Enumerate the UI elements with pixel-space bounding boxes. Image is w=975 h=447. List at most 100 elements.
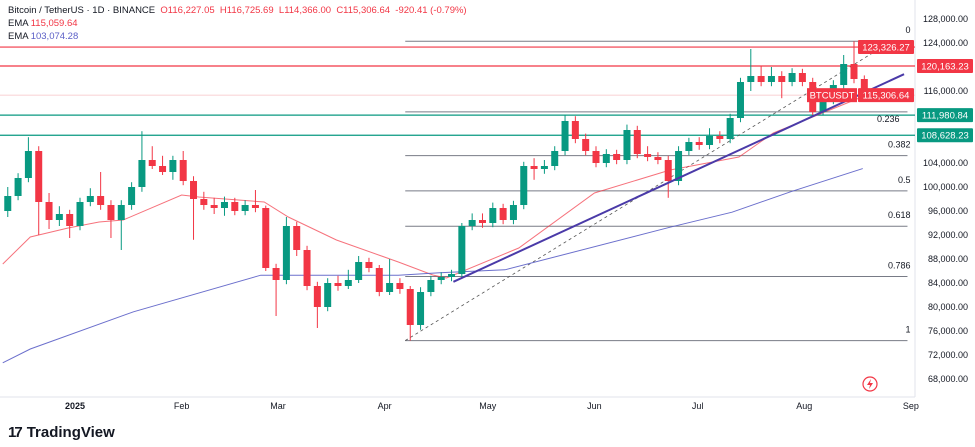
- candle-body: [530, 166, 538, 169]
- time-tick-label: Mar: [270, 401, 286, 411]
- candle-body: [448, 274, 456, 277]
- fib-level-label: 0.236: [877, 114, 900, 124]
- ohlc-change: -920.41 (-0.79%): [395, 5, 467, 16]
- candle: [66, 209, 74, 238]
- candle: [344, 269, 352, 289]
- candle: [148, 146, 156, 169]
- ohlc-close: C115,306.64: [336, 5, 391, 16]
- ema-label: EMA: [8, 18, 29, 29]
- candle: [386, 259, 394, 295]
- candle: [138, 131, 146, 192]
- candle: [200, 191, 208, 210]
- candle-body: [520, 166, 528, 205]
- ohlc-low: L114,366.00: [278, 5, 332, 16]
- candle-body: [623, 130, 631, 160]
- symbol-title[interactable]: Bitcoin / TetherUS · 1D · BINANCE: [8, 5, 156, 16]
- candle-body: [24, 151, 32, 178]
- candle-body: [396, 283, 404, 289]
- candle-body: [190, 181, 198, 199]
- candle-body: [128, 187, 136, 205]
- candle: [757, 65, 765, 87]
- candle-body: [324, 283, 332, 307]
- price-tick-label: 84,000.00: [928, 278, 968, 288]
- candle: [107, 200, 115, 238]
- fib-level-label: 0.786: [888, 261, 911, 271]
- candle-body: [613, 154, 621, 160]
- candle-body: [551, 151, 559, 166]
- candle: [303, 245, 311, 291]
- fib-diagonal-line: [405, 39, 894, 341]
- candle-body: [685, 142, 693, 151]
- price-tick-label: 92,000.00: [928, 230, 968, 240]
- candle: [633, 125, 641, 159]
- last-price-badge: 115,306.64: [863, 91, 910, 102]
- candle: [128, 182, 136, 210]
- candle: [592, 146, 600, 168]
- candle-body: [695, 142, 703, 145]
- candle: [355, 256, 363, 283]
- candle: [613, 149, 621, 165]
- candle-body: [375, 268, 383, 292]
- ema-fast-legend[interactable]: EMA 115,059.64: [8, 17, 467, 30]
- price-tick-label: 96,000.00: [928, 206, 968, 216]
- candle-body: [602, 154, 610, 163]
- candle-body: [675, 151, 683, 181]
- candle: [190, 176, 198, 240]
- trendline: [452, 73, 905, 283]
- tradingview-logo[interactable]: 17 TradingView: [8, 424, 115, 441]
- fib-level-label: 1: [905, 325, 910, 335]
- candle-body: [76, 202, 84, 226]
- price-tick-label: 116,000.00: [924, 86, 968, 96]
- candle: [644, 146, 652, 162]
- candle: [458, 223, 466, 277]
- ema-slow-legend[interactable]: EMA 103,074.28: [8, 30, 467, 43]
- candle-body: [747, 76, 755, 82]
- resistance-price-badge: 123,326.27: [862, 43, 910, 54]
- ema-fast-line: [2, 96, 863, 279]
- candle: [685, 137, 693, 156]
- support-price-badge: 111,980.84: [922, 111, 968, 122]
- candle: [726, 113, 734, 144]
- candle-body: [427, 280, 435, 292]
- brand-name: TradingView: [26, 424, 115, 441]
- candle: [4, 187, 12, 217]
- symbol-badge-bg: [807, 88, 857, 103]
- candle: [97, 172, 105, 210]
- candle: [406, 286, 414, 341]
- ema-slow-value: 103,074.28: [30, 31, 79, 42]
- candle: [437, 272, 445, 285]
- candle: [282, 217, 290, 285]
- candle: [55, 206, 63, 226]
- ohlc-open: O116,227.05: [160, 5, 215, 16]
- candle-body: [767, 76, 775, 82]
- candle-body: [148, 160, 156, 166]
- resistance-price-badge: 120,163.23: [921, 62, 969, 73]
- candle-body: [757, 76, 765, 82]
- candle: [520, 161, 528, 210]
- candle-body: [45, 202, 53, 220]
- candle: [35, 146, 43, 235]
- last-price-badge-bg: [858, 88, 914, 103]
- candle: [468, 213, 476, 231]
- time-tick-label: Jun: [587, 401, 602, 411]
- candle: [427, 275, 435, 297]
- candle-body: [571, 121, 579, 139]
- candle: [365, 257, 373, 273]
- time-tick-label: Jul: [692, 401, 704, 411]
- time-tick-label: Apr: [378, 401, 392, 411]
- price-tick-label: 88,000.00: [928, 254, 968, 264]
- candle-body: [293, 226, 301, 250]
- candle: [551, 146, 559, 171]
- candle: [695, 137, 703, 150]
- candle: [375, 265, 383, 297]
- candle: [159, 155, 167, 175]
- candle-body: [644, 154, 652, 157]
- candle-body: [220, 202, 228, 208]
- lightning-icon[interactable]: [862, 376, 878, 392]
- price-tick-label: 104,000.00: [923, 158, 968, 168]
- resistance-price-badge-bg: [917, 59, 973, 74]
- candle: [231, 197, 239, 216]
- candle: [324, 278, 332, 312]
